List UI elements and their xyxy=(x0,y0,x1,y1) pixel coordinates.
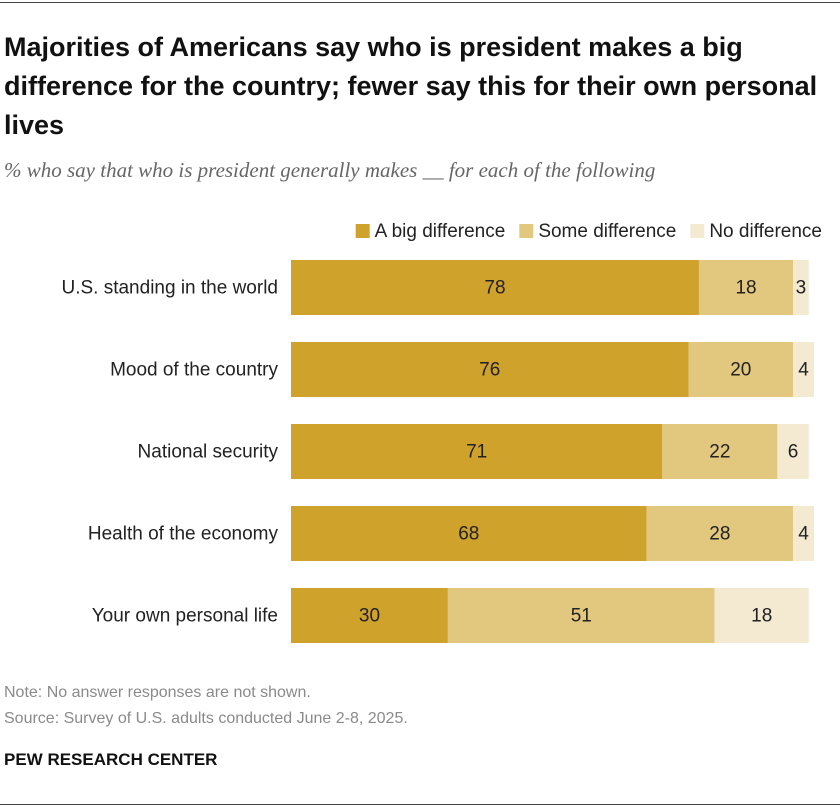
data-label: 4 xyxy=(798,360,809,381)
data-label: 18 xyxy=(751,606,772,627)
data-label: 28 xyxy=(709,524,730,545)
data-label: 76 xyxy=(479,360,500,381)
bottom-rule xyxy=(0,804,840,805)
bar-segment xyxy=(793,506,814,561)
category-label: U.S. standing in the world xyxy=(61,278,278,299)
data-label: 51 xyxy=(571,606,592,627)
bar-segment xyxy=(291,506,647,561)
data-label: 4 xyxy=(798,524,809,545)
category-label: Mood of the country xyxy=(110,360,278,381)
bar-segment xyxy=(646,506,794,561)
data-label: 3 xyxy=(796,278,807,299)
note: Note: No answer responses are not shown. xyxy=(4,684,311,701)
legend-label: Some difference xyxy=(538,221,676,242)
bar-segment xyxy=(688,342,794,397)
legend-swatch xyxy=(355,224,370,238)
data-label: 18 xyxy=(735,278,756,299)
bar-segment xyxy=(291,260,699,315)
chart-subtitle: % who say that who is president generall… xyxy=(4,158,656,182)
bar-segment xyxy=(291,588,448,643)
data-label: 78 xyxy=(484,278,505,299)
bar-segment xyxy=(793,260,809,315)
chart-title: Majorities of Americans say who is presi… xyxy=(4,32,818,140)
bar-segment xyxy=(662,424,778,479)
data-label: 68 xyxy=(458,524,479,545)
data-label: 6 xyxy=(788,442,799,463)
chart: No difference Some difference A big differ… xyxy=(61,221,822,643)
data-label: 71 xyxy=(466,442,487,463)
bar-segment xyxy=(714,588,809,643)
data-label: 20 xyxy=(730,360,751,381)
data-label: 22 xyxy=(709,442,730,463)
bar-segment xyxy=(447,588,715,643)
category-label: Your own personal life xyxy=(92,606,278,627)
bar-segment xyxy=(291,424,663,479)
bar-segment xyxy=(698,260,794,315)
category-label: National security xyxy=(138,442,279,463)
brand: PEW RESEARCH CENTER xyxy=(4,750,218,769)
bar-segment xyxy=(291,342,689,397)
legend-label: No difference xyxy=(709,221,822,242)
legend-label: A big difference xyxy=(375,221,506,242)
data-label: 30 xyxy=(359,606,380,627)
bar-segment xyxy=(777,424,809,479)
legend-swatch xyxy=(690,224,705,238)
top-rule xyxy=(0,2,840,3)
category-label: Health of the economy xyxy=(88,524,279,545)
legend-swatch xyxy=(519,224,534,238)
source: Source: Survey of U.S. adults conducted … xyxy=(4,710,408,727)
bar-segment xyxy=(793,342,814,397)
